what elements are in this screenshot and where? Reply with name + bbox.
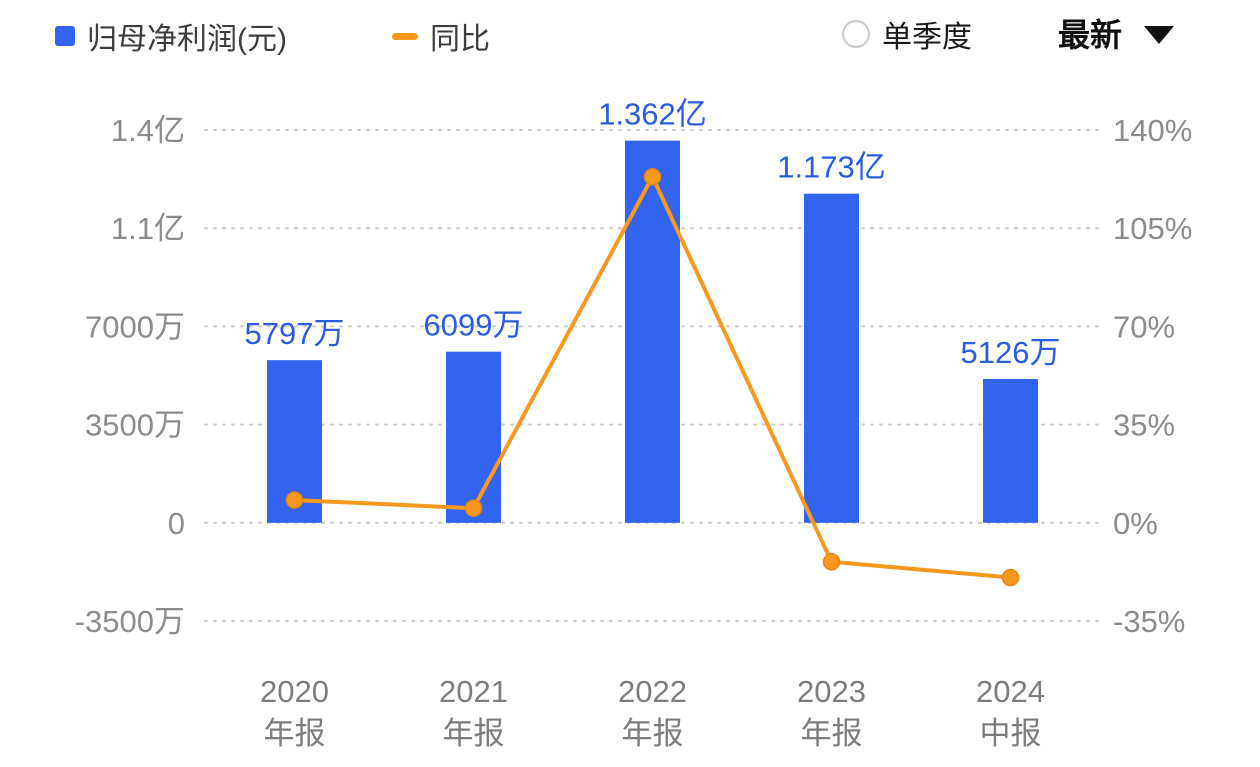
legend-item-yoy: 同比 [392, 14, 490, 58]
profit-bar[interactable] [446, 351, 501, 523]
y-axis-tick-left: 7000万 [85, 309, 185, 344]
y-axis-tick-right: 140% [1113, 113, 1192, 148]
x-axis-label-year: 2024 [976, 674, 1045, 709]
line-series-swatch-icon [392, 32, 418, 40]
legend-profit-label: 归母净利润(元) [87, 23, 287, 56]
single-quarter-toggle[interactable]: 单季度 [842, 12, 972, 56]
y-axis-tick-right: 105% [1113, 211, 1192, 246]
y-axis-tick-right: 70% [1113, 309, 1175, 344]
profit-bar[interactable] [804, 193, 859, 523]
bar-series-swatch-icon [55, 26, 75, 46]
profit-bar[interactable] [983, 378, 1038, 523]
y-axis-tick-right: 35% [1113, 408, 1175, 443]
y-axis-tick-left: -3500万 [75, 604, 185, 639]
y-axis-tick-left: 0 [168, 506, 185, 541]
chart-header: 归母净利润(元) 同比 单季度 最新 [0, 0, 1260, 62]
bar-value-label: 1.362亿 [598, 97, 707, 132]
x-axis-label-year: 2023 [797, 674, 866, 709]
y-axis-tick-right: 0% [1113, 506, 1158, 541]
bar-value-label: 6099万 [424, 308, 524, 343]
legend-item-profit: 归母净利润(元) [55, 14, 287, 58]
x-axis-label-period: 中报 [980, 716, 1042, 751]
yoy-point[interactable] [285, 491, 304, 509]
single-quarter-label: 单季度 [882, 21, 972, 54]
yoy-point[interactable] [822, 553, 841, 571]
period-selector-label: 最新 [1058, 17, 1123, 53]
x-axis-label-period: 年报 [801, 716, 863, 751]
y-axis-tick-left: 1.4亿 [111, 113, 185, 148]
y-axis-tick-left: 3500万 [85, 408, 185, 443]
bar-value-label: 5126万 [961, 335, 1061, 370]
profit-bar[interactable] [625, 140, 680, 523]
x-axis-label-period: 年报 [443, 716, 505, 751]
x-axis-label-period: 年报 [622, 716, 684, 751]
chevron-down-icon [1144, 26, 1175, 44]
bar-value-label: 5797万 [245, 316, 345, 351]
period-selector-dropdown[interactable]: 最新 [1058, 10, 1175, 56]
yoy-point[interactable] [464, 499, 483, 517]
x-axis-label-year: 2020 [260, 674, 329, 709]
x-axis-label-year: 2022 [618, 674, 687, 709]
x-axis-label-year: 2021 [439, 674, 508, 709]
x-axis-label-period: 年报 [264, 716, 326, 751]
y-axis-tick-left: 1.1亿 [111, 211, 185, 246]
legend-yoy-label: 同比 [430, 23, 490, 56]
yoy-point[interactable] [1001, 568, 1020, 587]
radio-circle-icon[interactable] [842, 20, 870, 48]
y-axis-tick-right: -35% [1113, 604, 1185, 639]
bar-value-label: 1.173亿 [777, 150, 886, 185]
yoy-point[interactable] [643, 168, 662, 186]
